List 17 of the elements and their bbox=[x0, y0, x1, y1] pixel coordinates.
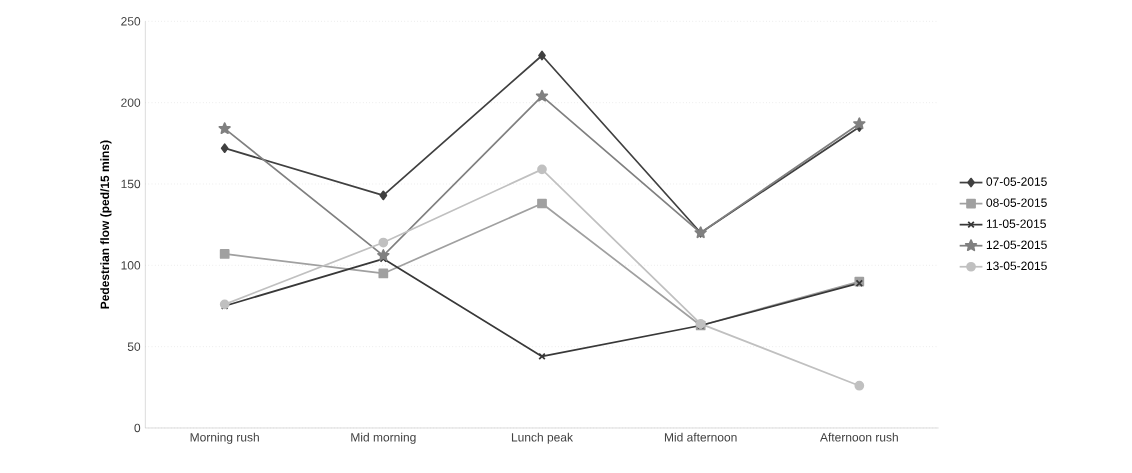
y-tick-label: 250 bbox=[121, 16, 141, 26]
y-tick-label: 200 bbox=[121, 98, 141, 107]
x-tick-label: Mid afternoon bbox=[664, 432, 737, 442]
x-tick-label: Afternoon rush bbox=[819, 432, 898, 442]
x-tick-label: Morning rush bbox=[190, 432, 259, 444]
y-tick-label: 150 bbox=[121, 179, 141, 189]
legend-label: 07-05-2015 bbox=[986, 177, 1047, 186]
y-axis-title: Pedestrian flow (ped/15 mins) bbox=[100, 140, 112, 309]
x-tick-label: Mid morning bbox=[351, 432, 416, 444]
legend-label: 11-05-2015 bbox=[986, 219, 1046, 228]
y-tick-label: 0 bbox=[134, 423, 141, 433]
legend-label: 08-05-2015 bbox=[986, 198, 1047, 207]
y-tick-label: 50 bbox=[127, 342, 141, 351]
legend-label: 12-05-2015 bbox=[986, 240, 1047, 249]
x-tick-label: Lunch peak bbox=[511, 432, 574, 444]
legend-label: 13-05-2015 bbox=[986, 261, 1047, 270]
y-tick-label: 100 bbox=[121, 260, 141, 270]
